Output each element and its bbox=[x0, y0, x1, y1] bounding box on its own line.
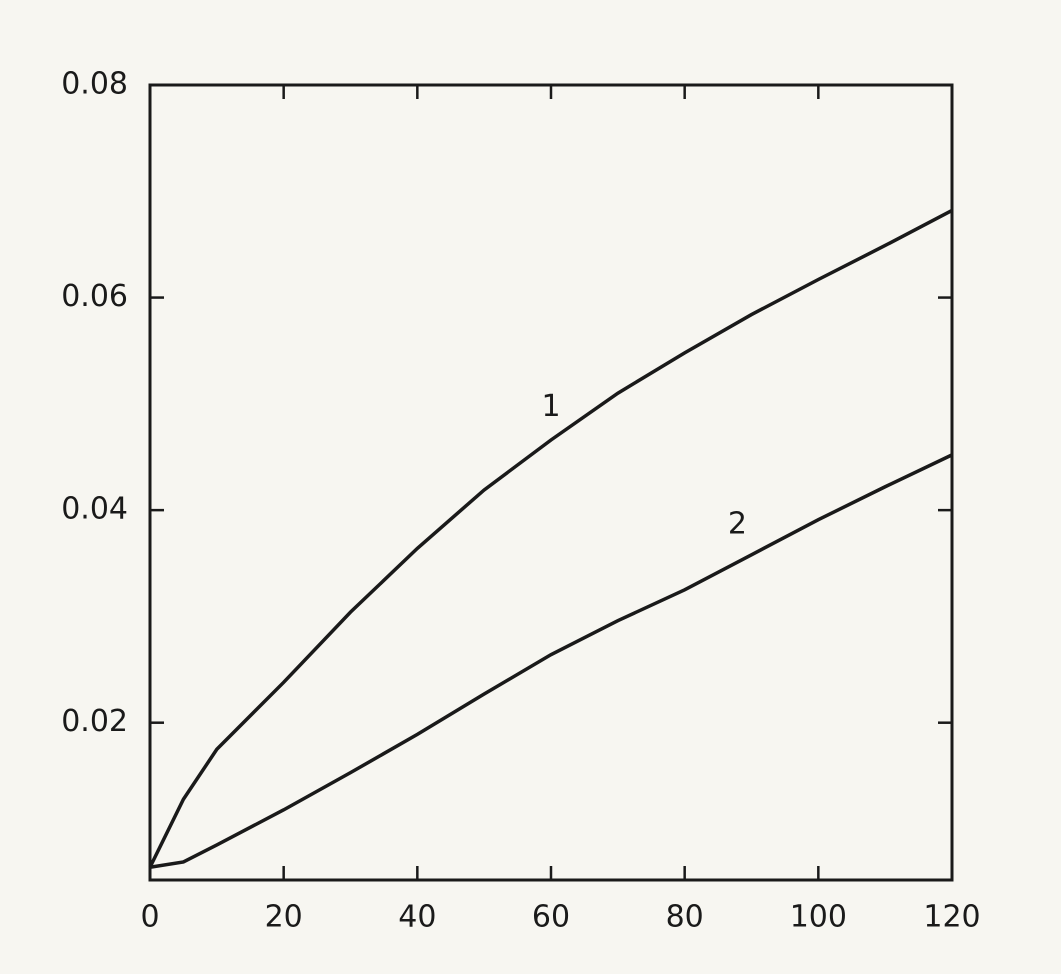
x-tick-label: 20 bbox=[265, 900, 303, 935]
y-tick-label: 0.06 bbox=[61, 279, 128, 314]
x-tick-label: 100 bbox=[790, 900, 847, 935]
line-series bbox=[148, 208, 953, 869]
series-label: 2 bbox=[728, 506, 747, 541]
x-tick-label: 80 bbox=[666, 900, 704, 935]
x-tick-label: 60 bbox=[532, 900, 570, 935]
series-label: 1 bbox=[542, 389, 561, 424]
x-tick-label: 0 bbox=[140, 900, 159, 935]
y-tick-label: 0.08 bbox=[61, 67, 128, 102]
x-tick-label: 120 bbox=[923, 900, 980, 935]
y-tick-label: 0.04 bbox=[61, 492, 128, 527]
line-series bbox=[149, 453, 953, 869]
y-tick-label: 0.02 bbox=[61, 704, 128, 739]
x-tick-label: 40 bbox=[398, 900, 436, 935]
